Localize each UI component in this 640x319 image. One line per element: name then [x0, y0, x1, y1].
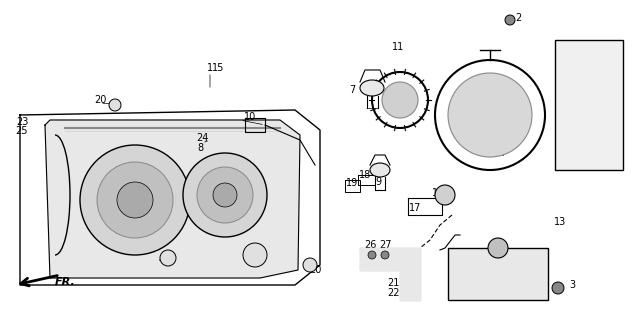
Text: 20: 20: [94, 95, 106, 105]
Circle shape: [381, 251, 389, 259]
Circle shape: [183, 153, 267, 237]
Circle shape: [382, 82, 418, 118]
Text: 17: 17: [409, 203, 421, 213]
Text: 27: 27: [379, 240, 391, 250]
Circle shape: [505, 15, 515, 25]
Text: 24: 24: [196, 133, 208, 143]
Text: 4: 4: [159, 255, 165, 265]
Circle shape: [117, 182, 153, 218]
Text: 2: 2: [515, 13, 521, 23]
Text: 14: 14: [494, 148, 506, 158]
Text: 11: 11: [392, 42, 404, 52]
Text: S3M3 – B0800 B: S3M3 – B0800 B: [453, 286, 527, 294]
Circle shape: [303, 258, 317, 272]
Text: 10: 10: [244, 112, 256, 122]
Ellipse shape: [370, 163, 390, 177]
Text: 21: 21: [387, 278, 399, 288]
Text: 23: 23: [16, 117, 28, 127]
Text: 20: 20: [309, 265, 321, 275]
Circle shape: [80, 145, 190, 255]
Circle shape: [97, 162, 173, 238]
Circle shape: [368, 251, 376, 259]
Text: 8: 8: [197, 143, 203, 153]
Circle shape: [552, 282, 564, 294]
Circle shape: [488, 238, 508, 258]
Text: 22: 22: [387, 288, 399, 298]
Polygon shape: [45, 120, 300, 278]
Bar: [448, 248, 548, 300]
Text: 18: 18: [359, 170, 371, 180]
Text: 1: 1: [207, 63, 213, 73]
Text: 25: 25: [16, 126, 28, 136]
Text: 13: 13: [554, 217, 566, 227]
Text: FR.: FR.: [55, 277, 76, 287]
Text: 12: 12: [566, 148, 578, 158]
Circle shape: [160, 250, 176, 266]
Circle shape: [213, 183, 237, 207]
Ellipse shape: [360, 80, 384, 96]
Text: 3: 3: [569, 280, 575, 290]
Circle shape: [435, 185, 455, 205]
Polygon shape: [360, 248, 420, 300]
Circle shape: [197, 167, 253, 223]
Bar: [555, 40, 623, 170]
Text: 9: 9: [375, 177, 381, 187]
Text: 15: 15: [212, 63, 224, 73]
Text: 19: 19: [346, 178, 358, 188]
Circle shape: [448, 73, 532, 157]
Circle shape: [109, 99, 121, 111]
Circle shape: [243, 243, 267, 267]
Text: 26: 26: [364, 240, 376, 250]
Text: 16: 16: [432, 188, 444, 198]
Text: 7: 7: [349, 85, 355, 95]
